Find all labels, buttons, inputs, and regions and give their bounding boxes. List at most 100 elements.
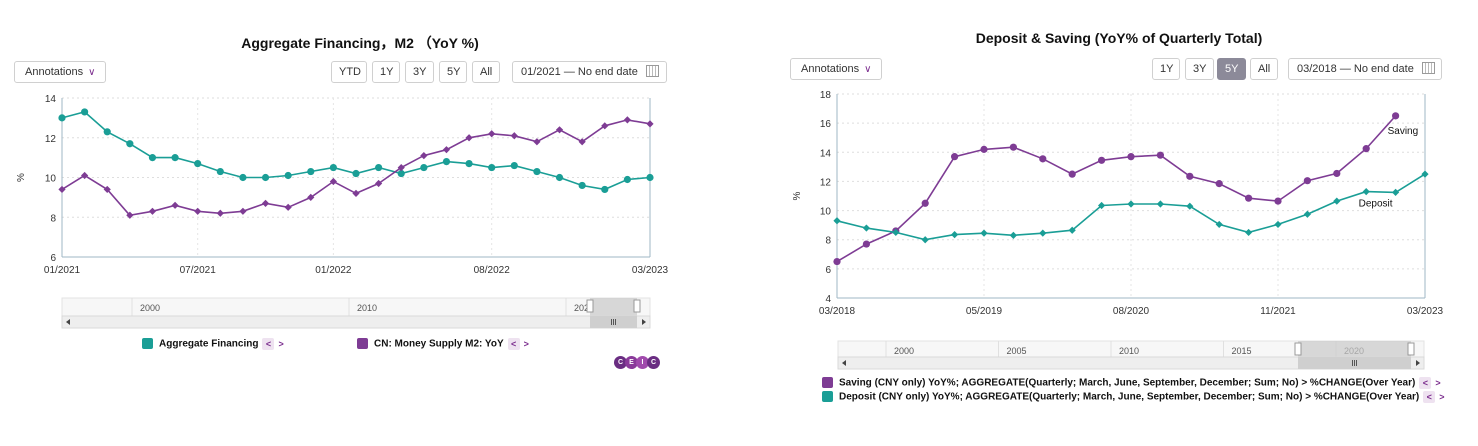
data-point[interactable] (352, 189, 360, 197)
data-point[interactable] (533, 138, 541, 146)
data-point[interactable] (216, 167, 224, 176)
data-point[interactable] (126, 140, 134, 148)
data-point[interactable] (1156, 200, 1164, 208)
date-range-picker[interactable]: 01/2021 — No end date (512, 61, 667, 83)
legend-item-saving[interactable]: Saving (CNY only) YoY%; AGGREGATE(Quarte… (822, 376, 1441, 389)
data-point[interactable] (171, 154, 179, 162)
data-point[interactable] (1303, 210, 1311, 218)
data-point[interactable] (1009, 143, 1017, 151)
data-point[interactable] (239, 207, 247, 215)
data-point[interactable] (58, 185, 66, 194)
data-point[interactable] (239, 173, 247, 182)
data-point[interactable] (1245, 194, 1253, 202)
data-point[interactable] (510, 161, 518, 170)
data-point[interactable] (261, 173, 270, 182)
chevron-left-icon[interactable]: < (1423, 391, 1436, 403)
data-point[interactable] (578, 138, 586, 146)
data-point[interactable] (601, 122, 609, 130)
data-point[interactable] (1303, 177, 1311, 185)
data-point[interactable] (1098, 156, 1106, 164)
range-all-button[interactable]: All (1250, 58, 1278, 80)
data-point[interactable] (194, 159, 202, 168)
data-point[interactable] (921, 236, 929, 244)
data-point[interactable] (58, 114, 66, 122)
data-point[interactable] (980, 145, 988, 153)
data-point[interactable] (892, 228, 900, 237)
data-point[interactable] (555, 126, 564, 134)
data-point[interactable] (465, 159, 473, 168)
navigator-handle-right[interactable] (633, 299, 641, 313)
data-point[interactable] (646, 120, 654, 128)
data-point[interactable] (951, 231, 959, 239)
annotations-button[interactable]: Annotations ∨ (790, 58, 883, 80)
data-point[interactable] (1039, 155, 1047, 163)
data-point[interactable] (1274, 197, 1282, 205)
data-point[interactable] (1421, 170, 1429, 178)
data-point[interactable] (442, 146, 451, 154)
data-point[interactable] (833, 217, 841, 225)
data-point[interactable] (329, 163, 337, 172)
data-point[interactable] (171, 201, 179, 209)
scroll-right-arrow-icon[interactable] (642, 319, 646, 325)
chevron-left-icon[interactable]: < (262, 338, 275, 350)
range-ytd-button[interactable]: YTD (331, 61, 367, 83)
data-point[interactable] (397, 163, 405, 172)
data-point[interactable] (352, 169, 360, 178)
data-point[interactable] (1098, 201, 1106, 210)
data-point[interactable] (420, 152, 428, 160)
chevron-right-icon[interactable]: > (278, 338, 284, 349)
legend-item-money-supply-m2[interactable]: CN: Money Supply M2: YoY < > (357, 337, 529, 350)
data-point[interactable] (1127, 153, 1135, 161)
data-point[interactable] (578, 181, 586, 190)
data-point[interactable] (216, 209, 224, 217)
chevron-right-icon[interactable]: > (523, 338, 529, 349)
data-point[interactable] (375, 179, 383, 188)
data-point[interactable] (1333, 197, 1341, 205)
scrollbar-track[interactable] (61, 315, 651, 329)
calendar-icon[interactable] (645, 65, 659, 78)
data-point[interactable] (329, 177, 337, 186)
data-point[interactable] (420, 163, 428, 172)
data-point[interactable] (951, 153, 959, 161)
data-point[interactable] (126, 211, 134, 219)
data-point[interactable] (1009, 231, 1017, 239)
data-point[interactable] (1362, 188, 1370, 196)
data-point[interactable] (307, 193, 315, 201)
data-point[interactable] (623, 175, 631, 184)
legend-item-deposit[interactable]: Deposit (CNY only) YoY%; AGGREGATE(Quart… (822, 390, 1445, 403)
range-3y-button[interactable]: 3Y (405, 61, 434, 83)
range-1y-button[interactable]: 1Y (372, 61, 400, 83)
calendar-icon[interactable] (1421, 62, 1435, 75)
data-point[interactable] (103, 185, 111, 194)
data-point[interactable] (1392, 112, 1400, 120)
annotations-button[interactable]: Annotations ∨ (14, 61, 107, 83)
data-point[interactable] (601, 185, 609, 194)
data-point[interactable] (833, 257, 841, 266)
data-point[interactable] (1156, 151, 1164, 159)
data-point[interactable] (442, 158, 451, 166)
data-point[interactable] (148, 207, 157, 215)
data-point[interactable] (284, 203, 292, 211)
data-point[interactable] (862, 240, 870, 248)
data-point[interactable] (921, 199, 929, 207)
navigator-handle-right[interactable] (1407, 342, 1415, 356)
data-point[interactable] (1127, 200, 1135, 208)
data-point[interactable] (1186, 202, 1194, 210)
range-5y-button[interactable]: 5Y (1217, 58, 1246, 80)
range-all-button[interactable]: All (472, 61, 500, 83)
data-point[interactable] (1068, 226, 1076, 234)
scroll-right-arrow-icon[interactable] (1416, 360, 1420, 366)
data-point[interactable] (397, 169, 405, 178)
data-point[interactable] (1333, 169, 1341, 178)
data-point[interactable] (646, 173, 654, 182)
data-point[interactable] (1215, 220, 1223, 229)
data-point[interactable] (1215, 180, 1223, 188)
data-point[interactable] (555, 173, 564, 182)
date-range-picker[interactable]: 03/2018 — No end date (1288, 58, 1442, 80)
data-point[interactable] (1274, 220, 1282, 229)
data-point[interactable] (284, 171, 292, 180)
data-point[interactable] (375, 163, 383, 172)
range-1y-button[interactable]: 1Y (1152, 58, 1180, 80)
data-point[interactable] (1362, 145, 1370, 153)
chevron-left-icon[interactable]: < (1419, 377, 1432, 389)
